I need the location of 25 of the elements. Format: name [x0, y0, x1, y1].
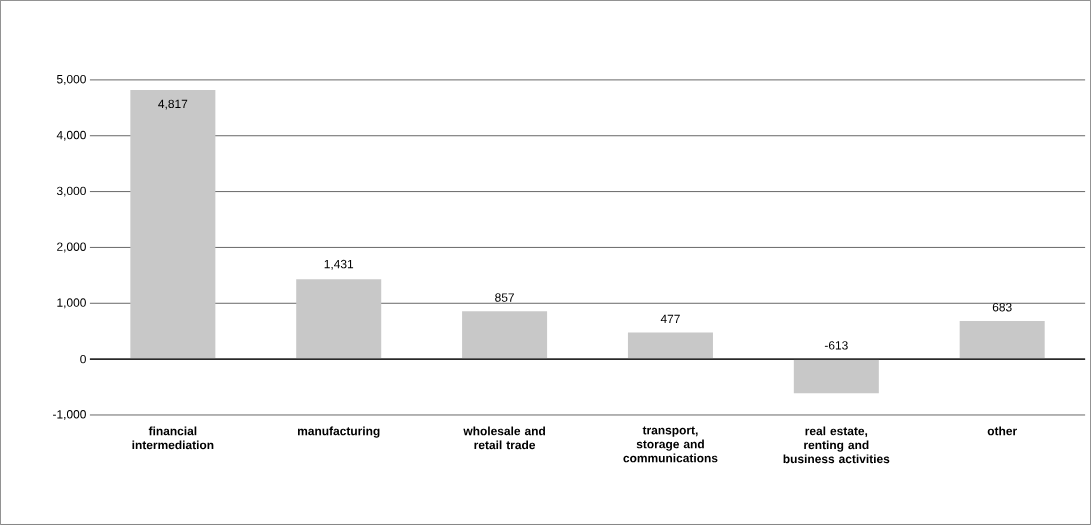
y-tick-label: 1,000: [57, 298, 86, 309]
bar: [462, 311, 548, 360]
bar: [130, 90, 216, 360]
bar: [793, 359, 879, 394]
bar: [627, 332, 713, 360]
y-tick-label: 2,000: [57, 242, 86, 253]
x-tick-label: real estate, renting and business activities: [783, 426, 890, 464]
y-tick-label: 4,000: [56, 130, 86, 141]
data-label: 4,817: [158, 99, 188, 110]
bar: [959, 321, 1045, 360]
y-tick-label: 0: [80, 354, 86, 364]
bar: [296, 279, 382, 360]
data-label: 683: [992, 303, 1012, 312]
x-tick-label: transport, storage and communications: [623, 426, 718, 463]
x-tick-label: manufacturing: [297, 426, 380, 438]
x-tick-label: other: [987, 426, 1017, 436]
y-tick-label: 3,000: [56, 186, 86, 197]
data-label: -613: [824, 341, 848, 350]
y-tick-label: -1,000: [53, 410, 86, 420]
x-tick-label: financial intermediation: [132, 426, 214, 450]
x-tick-label: wholesale and retail trade: [463, 426, 545, 450]
data-label: 477: [660, 314, 680, 324]
data-label: 857: [495, 293, 514, 302]
data-label: 1,431: [324, 259, 354, 270]
y-tick-label: 5,000: [56, 75, 86, 85]
